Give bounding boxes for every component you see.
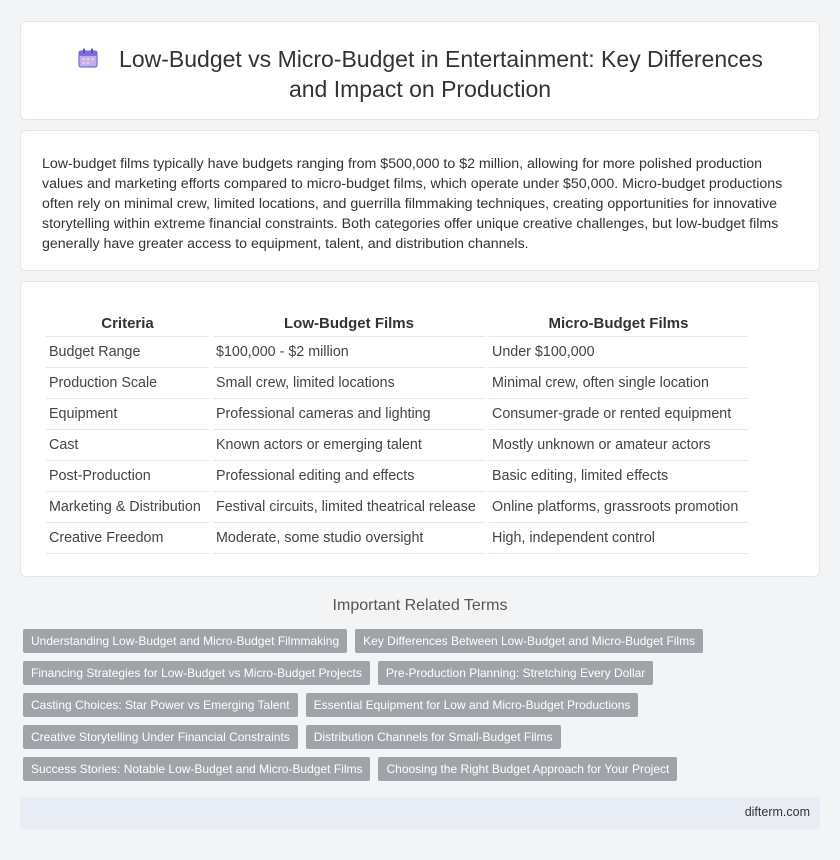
related-term-tag[interactable]: Success Stories: Notable Low-Budget and … <box>23 757 371 781</box>
table-cell: Under $100,000 <box>489 337 748 368</box>
related-terms-list: Understanding Low-Budget and Micro-Budge… <box>23 629 813 789</box>
table-cell: Mostly unknown or amateur actors <box>489 430 748 461</box>
table-header-row: Criteria Low-Budget Films Micro-Budget F… <box>46 313 748 337</box>
table-cell: Online platforms, grassroots promotion <box>489 492 748 523</box>
table-cell: Creative Freedom <box>46 523 209 554</box>
table-cell: Festival circuits, limited theatrical re… <box>213 492 485 523</box>
comparison-table: Criteria Low-Budget Films Micro-Budget F… <box>42 313 752 554</box>
related-term-tag[interactable]: Financing Strategies for Low-Budget vs M… <box>23 661 370 685</box>
intro-paragraph: Low-budget films typically have budgets … <box>42 156 783 252</box>
table-row: Budget Range $100,000 - $2 million Under… <box>46 337 748 368</box>
table-cell: High, independent control <box>489 523 748 554</box>
table-cell: Moderate, some studio oversight <box>213 523 485 554</box>
table-row: Production Scale Small crew, limited loc… <box>46 368 748 399</box>
related-terms-heading: Important Related Terms <box>332 597 508 614</box>
table-row: Post-Production Professional editing and… <box>46 461 748 492</box>
table-row: Cast Known actors or emerging talent Mos… <box>46 430 748 461</box>
table-cell: Known actors or emerging talent <box>213 430 485 461</box>
related-term-tag[interactable]: Essential Equipment for Low and Micro-Bu… <box>305 693 639 717</box>
related-term-tag[interactable]: Pre-Production Planning: Stretching Ever… <box>377 661 654 685</box>
page-title: Low-Budget vs Micro-Budget in Entertainm… <box>21 44 819 104</box>
table-row: Creative Freedom Moderate, some studio o… <box>46 523 748 554</box>
table-row: Equipment Professional cameras and light… <box>46 399 748 430</box>
related-term-tag[interactable]: Choosing the Right Budget Approach for Y… <box>378 757 678 781</box>
intro-card: Low-budget films typically have budgets … <box>20 130 820 271</box>
table-cell: Budget Range <box>46 337 209 368</box>
related-term-tag[interactable]: Casting Choices: Star Power vs Emerging … <box>23 693 298 717</box>
table-cell: Marketing & Distribution <box>46 492 209 523</box>
related-term-tag[interactable]: Understanding Low-Budget and Micro-Budge… <box>23 629 348 653</box>
table-cell: $100,000 - $2 million <box>213 337 485 368</box>
footer-bar: difterm.com <box>20 797 820 829</box>
title-line-1: Low-Budget vs Micro-Budget in Entertainm… <box>119 46 763 72</box>
related-term-tag[interactable]: Key Differences Between Low-Budget and M… <box>355 629 704 653</box>
table-cell: Professional editing and effects <box>213 461 485 492</box>
table-cell: Consumer-grade or rented equipment <box>489 399 748 430</box>
comparison-table-card: Criteria Low-Budget Films Micro-Budget F… <box>20 281 820 577</box>
table-cell: Cast <box>46 430 209 461</box>
table-cell: Professional cameras and lighting <box>213 399 485 430</box>
column-header-micro-budget: Micro-Budget Films <box>489 313 748 337</box>
related-term-tag[interactable]: Creative Storytelling Under Financial Co… <box>23 725 298 749</box>
header-card: Low-Budget vs Micro-Budget in Entertainm… <box>20 21 820 120</box>
table-cell: Basic editing, limited effects <box>489 461 748 492</box>
footer-site-link[interactable]: difterm.com <box>744 805 810 819</box>
calendar-icon <box>78 48 98 68</box>
table-cell: Production Scale <box>46 368 209 399</box>
column-header-low-budget: Low-Budget Films <box>213 313 485 337</box>
title-line-2: and Impact on Production <box>288 76 552 102</box>
table-cell: Small crew, limited locations <box>213 368 485 399</box>
related-term-tag[interactable]: Distribution Channels for Small-Budget F… <box>305 725 561 749</box>
table-cell: Minimal crew, often single location <box>489 368 748 399</box>
table-cell: Equipment <box>46 399 209 430</box>
column-header-criteria: Criteria <box>46 313 209 337</box>
table-cell: Post-Production <box>46 461 209 492</box>
table-row: Marketing & Distribution Festival circui… <box>46 492 748 523</box>
